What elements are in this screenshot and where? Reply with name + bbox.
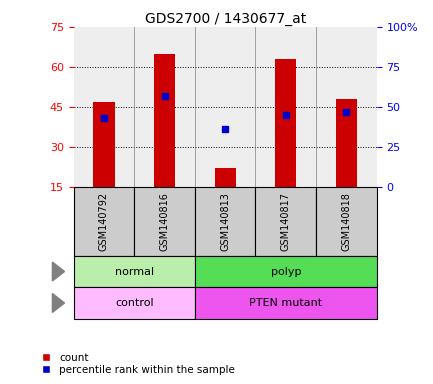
Polygon shape (52, 262, 65, 281)
Legend: count, percentile rank within the sample: count, percentile rank within the sample (31, 348, 239, 379)
Bar (195, 187, 255, 256)
Bar (275, 59, 296, 187)
Text: GSM140816: GSM140816 (159, 192, 170, 251)
Title: GDS2700 / 1430677_at: GDS2700 / 1430677_at (145, 12, 306, 26)
Text: GSM140817: GSM140817 (281, 192, 291, 251)
Text: GSM140792: GSM140792 (99, 192, 109, 251)
Bar (74, 256, 195, 287)
Bar (336, 99, 357, 187)
Text: GSM140813: GSM140813 (220, 192, 230, 251)
Bar (195, 256, 377, 287)
Bar (94, 102, 114, 187)
Text: normal: normal (115, 266, 154, 276)
Polygon shape (52, 293, 65, 313)
Text: PTEN mutant: PTEN mutant (249, 298, 322, 308)
Bar (255, 187, 316, 256)
Bar (74, 287, 195, 319)
Bar (195, 287, 377, 319)
Text: polyp: polyp (271, 266, 301, 276)
Bar (316, 187, 377, 256)
Text: GSM140818: GSM140818 (341, 192, 352, 251)
Bar (154, 54, 175, 187)
Bar (74, 187, 134, 256)
Bar (214, 169, 236, 187)
Bar (134, 187, 195, 256)
Text: control: control (115, 298, 154, 308)
